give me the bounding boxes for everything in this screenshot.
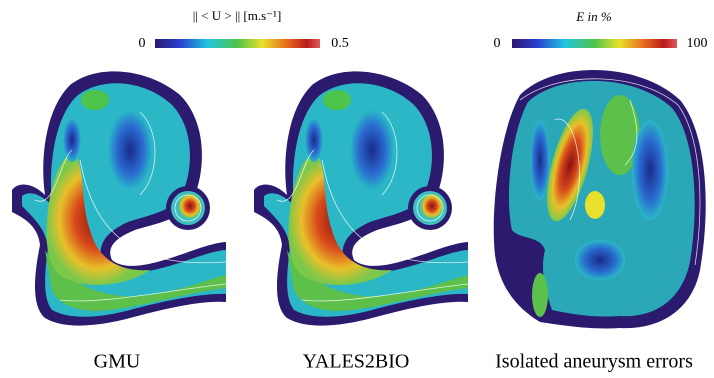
- colorbar-max: 100: [687, 36, 708, 51]
- colorbar-max: 0.5: [331, 36, 349, 51]
- panel-caption: GMU: [94, 351, 141, 373]
- colorbar-label: E in %: [575, 9, 612, 24]
- colorbar: [512, 39, 677, 48]
- panel-caption: YALES2BIO: [303, 351, 410, 373]
- colorbar-min: 0: [139, 36, 146, 51]
- velocity-field: [11, 70, 227, 327]
- colorbar: [155, 39, 320, 48]
- colorbar-label: || < U > || [m.s⁻¹]: [193, 8, 282, 23]
- error-field: [493, 70, 706, 329]
- panel-caption: Isolated aneurysm errors: [495, 351, 693, 373]
- velocity-field: [253, 70, 469, 327]
- colorbar-min: 0: [494, 36, 501, 51]
